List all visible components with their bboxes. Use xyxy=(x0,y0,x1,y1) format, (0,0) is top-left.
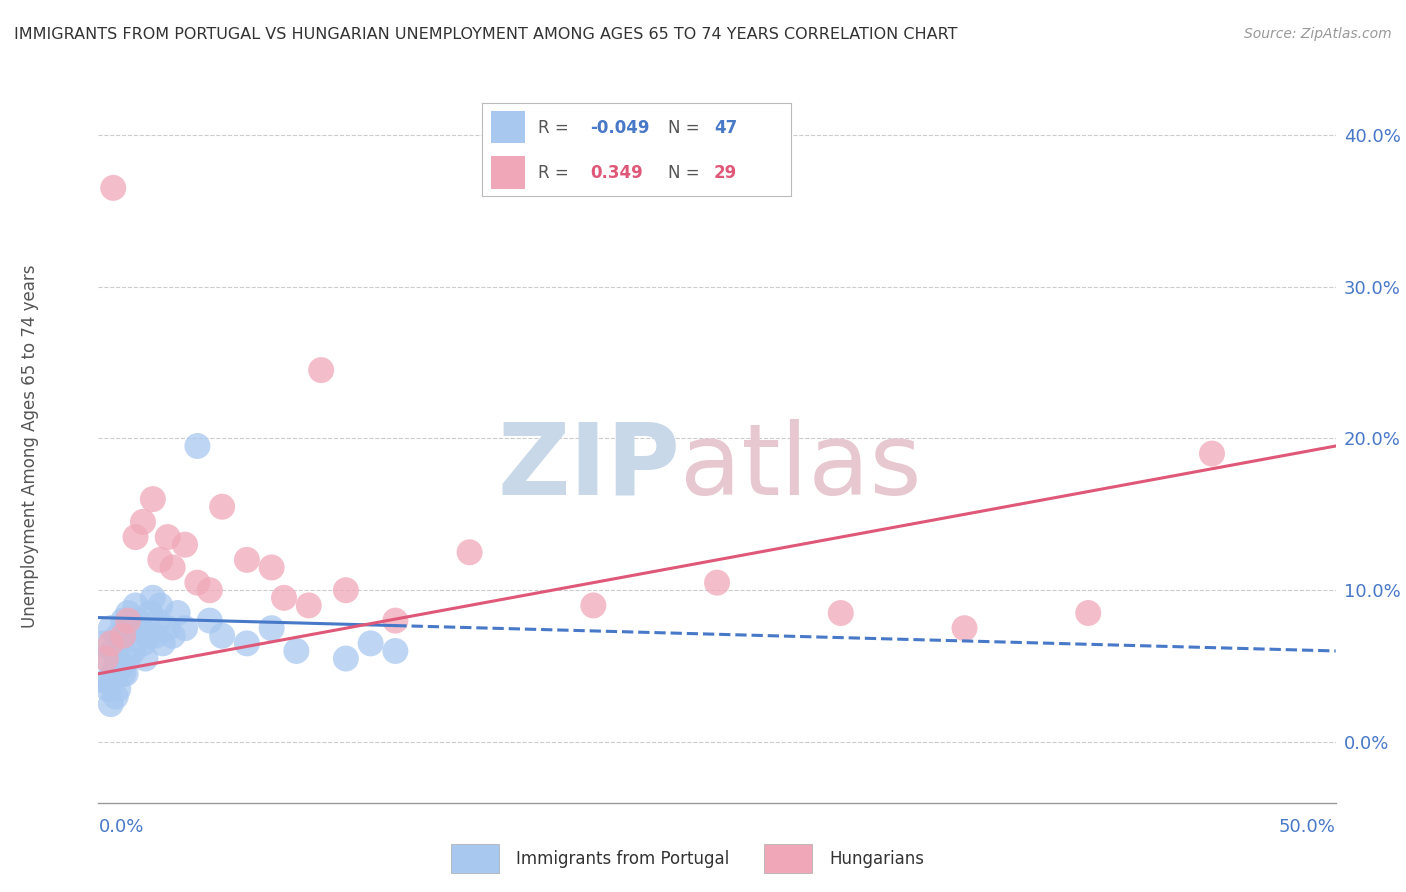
Point xyxy=(97,681,120,696)
Point xyxy=(309,363,332,377)
Point xyxy=(97,674,120,689)
Point xyxy=(273,591,295,605)
Point xyxy=(149,553,172,567)
Text: ZIP: ZIP xyxy=(498,419,681,516)
Point xyxy=(142,492,165,507)
Point xyxy=(149,599,172,613)
Point xyxy=(582,599,605,613)
Point xyxy=(103,644,125,658)
Point xyxy=(1201,447,1223,461)
Point xyxy=(260,621,283,635)
Point xyxy=(94,674,117,689)
Point xyxy=(107,629,129,643)
Point xyxy=(136,629,159,643)
Bar xyxy=(765,844,811,873)
Point xyxy=(285,644,308,658)
Text: Hungarians: Hungarians xyxy=(830,849,924,868)
Point xyxy=(198,583,221,598)
Point xyxy=(110,636,132,650)
Point xyxy=(132,515,155,529)
Point xyxy=(112,666,135,681)
Point xyxy=(298,599,321,613)
Point xyxy=(384,644,406,658)
Point xyxy=(166,606,188,620)
Point xyxy=(100,697,122,711)
Text: 50.0%: 50.0% xyxy=(1279,818,1336,836)
Point xyxy=(117,614,139,628)
Point xyxy=(117,651,139,665)
Point xyxy=(112,614,135,628)
Point xyxy=(100,636,122,650)
Point xyxy=(174,538,197,552)
Point xyxy=(94,651,117,665)
Point xyxy=(132,636,155,650)
Point xyxy=(198,614,221,628)
Point xyxy=(211,629,233,643)
Point xyxy=(124,530,146,544)
Point xyxy=(260,560,283,574)
Point xyxy=(156,621,179,635)
Point xyxy=(211,500,233,514)
Point xyxy=(384,614,406,628)
Point xyxy=(162,560,184,574)
Point xyxy=(103,181,125,195)
Point xyxy=(152,636,174,650)
Point xyxy=(117,606,139,620)
Point xyxy=(706,575,728,590)
Point xyxy=(120,621,142,635)
Point xyxy=(127,614,149,628)
Point xyxy=(100,621,122,635)
Point xyxy=(146,614,169,628)
Point xyxy=(134,651,156,665)
Point xyxy=(104,690,127,704)
Point xyxy=(112,659,135,673)
Point xyxy=(124,599,146,613)
Text: Immigrants from Portugal: Immigrants from Portugal xyxy=(516,849,730,868)
Point xyxy=(830,606,852,620)
Point xyxy=(112,629,135,643)
Point xyxy=(335,651,357,665)
Point xyxy=(236,636,259,650)
Point xyxy=(458,545,481,559)
Point xyxy=(139,606,162,620)
Point xyxy=(186,575,208,590)
Point xyxy=(156,530,179,544)
Point xyxy=(122,644,145,658)
Point xyxy=(335,583,357,598)
Point xyxy=(162,629,184,643)
Point xyxy=(107,681,129,696)
Point xyxy=(236,553,259,567)
Point xyxy=(114,666,136,681)
Point xyxy=(103,666,125,681)
Point xyxy=(104,659,127,673)
Point xyxy=(129,621,152,635)
Text: Source: ZipAtlas.com: Source: ZipAtlas.com xyxy=(1244,27,1392,41)
Point xyxy=(186,439,208,453)
Point xyxy=(94,651,117,665)
Point xyxy=(142,591,165,605)
Point xyxy=(360,636,382,650)
Text: atlas: atlas xyxy=(681,419,921,516)
Text: Unemployment Among Ages 65 to 74 years: Unemployment Among Ages 65 to 74 years xyxy=(21,264,39,628)
Point xyxy=(953,621,976,635)
Point xyxy=(93,636,115,650)
Point xyxy=(143,629,166,643)
Text: IMMIGRANTS FROM PORTUGAL VS HUNGARIAN UNEMPLOYMENT AMONG AGES 65 TO 74 YEARS COR: IMMIGRANTS FROM PORTUGAL VS HUNGARIAN UN… xyxy=(14,27,957,42)
Bar xyxy=(451,844,499,873)
Point xyxy=(174,621,197,635)
Text: 0.0%: 0.0% xyxy=(98,818,143,836)
Point xyxy=(1077,606,1099,620)
